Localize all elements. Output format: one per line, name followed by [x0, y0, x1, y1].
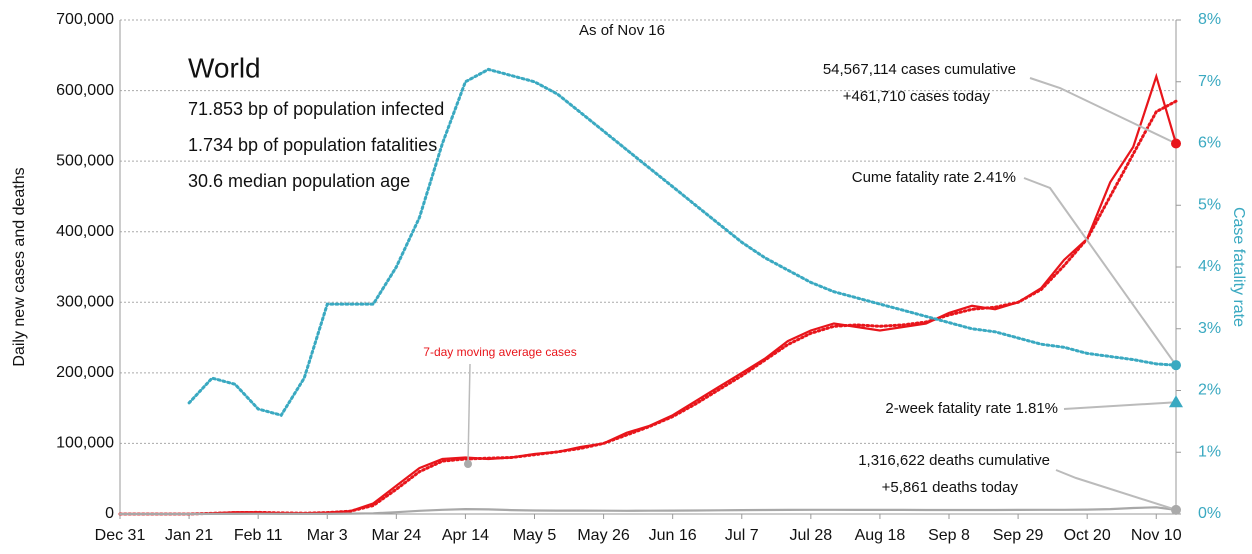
x-tick-label: Mar 3 [307, 527, 348, 544]
y2-tick-label: 3% [1198, 320, 1221, 337]
series-line [187, 67, 1178, 417]
subtitle: As of Nov 16 [579, 22, 665, 39]
x-tick-label: May 5 [513, 527, 557, 544]
x-tick-label: Sep 29 [993, 527, 1044, 544]
y2-tick-label: 4% [1198, 258, 1221, 275]
y-tick-label: 500,000 [56, 152, 114, 169]
label-dot [464, 460, 472, 468]
leader [1029, 77, 1177, 145]
end-marker [1171, 504, 1181, 515]
series-line [118, 506, 1178, 516]
annotation: 1,316,622 deaths cumulative [858, 452, 1050, 469]
leader [1055, 469, 1177, 511]
y-tick-label: 700,000 [56, 11, 114, 28]
x-tick-label: Feb 11 [234, 527, 283, 544]
y-tick-label: 100,000 [56, 435, 114, 452]
annotation: 54,567,114 cases cumulative [823, 61, 1016, 78]
x-tick-label: Oct 20 [1064, 527, 1111, 544]
x-tick-label: Nov 10 [1131, 527, 1182, 544]
stat: 1.734 bp of population fatalities [188, 135, 437, 155]
chart-title: World [188, 52, 261, 83]
x-tick-label: Mar 24 [371, 527, 421, 544]
annotation: 7-day moving average cases [423, 345, 576, 359]
x-tick-label: Sep 8 [928, 527, 970, 544]
y2-tick-label: 5% [1198, 196, 1221, 213]
y-tick-label: 400,000 [56, 223, 114, 240]
y2-tick-label: 7% [1198, 73, 1221, 90]
end-marker [1171, 360, 1181, 371]
y2-tick-label: 6% [1198, 135, 1221, 152]
x-tick-label: Apr 14 [442, 527, 489, 544]
x-tick-label: Aug 18 [855, 527, 906, 544]
stat: 30.6 median population age [188, 171, 410, 191]
y2-tick-label: 1% [1198, 443, 1221, 460]
y-tick-label: 300,000 [56, 294, 114, 311]
y2-tick-label: 0% [1198, 505, 1221, 522]
annotation: Cume fatality rate 2.41% [852, 169, 1016, 186]
x-tick-label: Dec 31 [95, 527, 146, 544]
x-tick-label: May 26 [577, 527, 630, 544]
y-tick-label: 0 [105, 505, 114, 522]
end-marker [1171, 138, 1181, 149]
annotation: 2-week fatality rate 1.81% [885, 400, 1058, 417]
leader [467, 363, 471, 464]
annotation: +5,861 deaths today [882, 479, 1019, 496]
y2-tick-label: 2% [1198, 382, 1221, 399]
end-marker [1169, 395, 1183, 408]
x-tick-label: Jul 28 [789, 527, 832, 544]
annotation: +461,710 cases today [843, 88, 991, 105]
y2-axis-label: Case fatality rate [1230, 207, 1247, 327]
leader [1063, 401, 1177, 410]
x-tick-label: Jan 21 [165, 527, 213, 544]
x-tick-label: Jul 7 [725, 527, 759, 544]
y-tick-label: 200,000 [56, 364, 114, 381]
y-tick-label: 600,000 [56, 82, 114, 99]
x-tick-label: Jun 16 [649, 527, 697, 544]
y-axis-label: Daily new cases and deaths [11, 167, 28, 366]
stat: 71.853 bp of population infected [188, 99, 444, 119]
y2-tick-label: 8% [1198, 11, 1221, 28]
leader [1023, 177, 1177, 366]
